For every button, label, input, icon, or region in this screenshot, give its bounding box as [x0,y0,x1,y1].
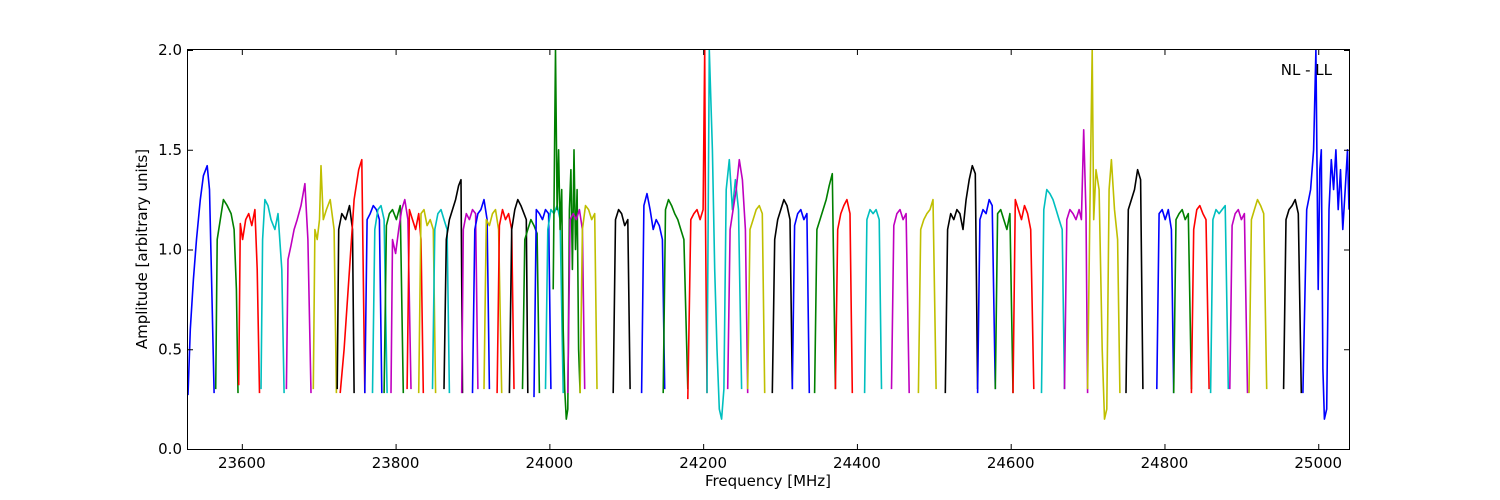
series-line [339,158,366,394]
x-tick-label: 23600 [218,454,266,472]
x-tick-label: 24000 [526,454,574,472]
series-line [890,208,910,394]
series-line [944,164,979,394]
series-line [771,198,794,394]
series-line [1229,208,1249,394]
x-tick-label: 24800 [1141,454,1189,472]
series-line [237,208,261,394]
series-line [460,208,479,394]
series-line [726,158,749,394]
series-layer [188,50,1349,420]
series-line [834,198,854,394]
series-line [706,50,743,420]
series-line [312,164,338,394]
series-line [214,198,239,394]
series-line [640,192,666,394]
series-line [417,208,437,394]
series-line [1209,204,1230,394]
x-axis-label: Frequency [MHz] [705,472,831,490]
series-line [508,198,529,394]
x-tick-label: 23800 [372,454,420,472]
series-line [533,208,552,398]
series-line [443,178,464,394]
x-tick-label: 24600 [987,454,1035,472]
x-tick-label: 24400 [833,454,881,472]
series-line [188,164,215,396]
series-line [1156,208,1175,394]
series-line [994,208,1014,394]
series-line [390,198,412,394]
series-line [1086,50,1121,420]
annotation-label: NL - LL [1281,61,1333,79]
series-line [371,204,388,394]
series-line [863,208,883,394]
series-line [976,198,997,394]
x-tick-label: 25000 [1294,454,1342,472]
series-line [746,204,766,394]
y-tick-label: 0.0 [158,440,182,458]
series-line [383,204,405,394]
series-line [687,50,708,400]
series-line [1125,168,1144,394]
series-line [1012,198,1035,394]
series-line [552,50,581,420]
series-line [285,182,312,394]
series-line [791,208,811,394]
series-line [612,208,631,394]
tick-layer: 23600 23800 24000 24200 24400 24600 24800 25000… [158,41,1349,472]
y-tick-label: 0.5 [158,340,182,358]
series-line [1282,198,1303,394]
y-tick-label: 1.0 [158,241,182,259]
series-line [1172,208,1193,394]
y-tick-label: 1.5 [158,141,182,159]
series-line [1190,204,1210,394]
x-tick-label: 24200 [679,454,727,472]
series-line [1248,198,1268,394]
series-line [1040,188,1066,394]
series-line [813,172,837,394]
plot-frame [187,49,1350,450]
series-line [521,218,541,394]
y-tick-label: 2.0 [158,41,182,59]
y-axis-label: Amplitude [arbitrary units] [133,149,151,349]
series-line [260,198,285,394]
series-line [579,204,598,394]
series-line [917,198,937,394]
series-line [364,204,383,394]
series-line [662,198,689,394]
series-line [1063,129,1089,394]
series-line [1302,50,1349,420]
